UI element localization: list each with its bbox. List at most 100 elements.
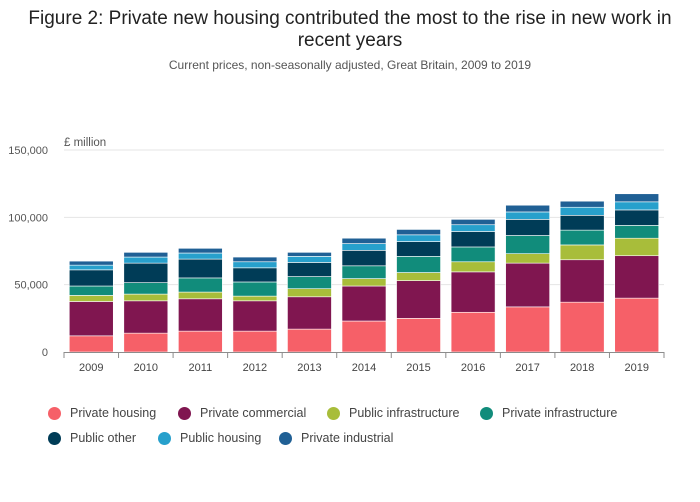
bar-segment-private-housing (341, 320, 387, 353)
legend-swatch (327, 406, 340, 420)
bar-segment-private-commercial (559, 259, 605, 303)
legend-label: Private housing (70, 406, 157, 420)
bar-segment-public-other (505, 219, 550, 236)
legend-item-private-industrial: Private industrial (279, 431, 393, 445)
bar-segment-private-housing (68, 335, 114, 353)
x-tick-label: 2017 (515, 362, 539, 374)
bar-segment-public-housing (341, 243, 387, 251)
x-tick-label: 2010 (134, 362, 158, 374)
bar-segment-public-housing (614, 201, 660, 211)
bar-segment-public-other (178, 258, 223, 279)
bar-segment-private-commercial (178, 298, 223, 332)
bar-segment-private-infrastructure (68, 285, 114, 296)
bar-segment-private-commercial (287, 296, 332, 330)
bar-segment-private-housing (396, 318, 441, 353)
legend-label: Public housing (180, 431, 262, 445)
bar-segment-private-infrastructure (559, 229, 605, 246)
bar-stack-2013 (287, 252, 332, 353)
bar-segment-private-infrastructure (614, 225, 660, 239)
bar-segment-private-industrial (178, 248, 223, 254)
bar-segment-private-industrial (396, 229, 441, 236)
legend-item-private-infrastructure: Private infrastructure (480, 406, 617, 420)
x-tick-label: 2014 (352, 362, 376, 374)
legend-label: Private industrial (301, 431, 394, 445)
bar-segment-private-housing (614, 297, 660, 353)
bar-segment-public-housing (559, 206, 605, 216)
legend-item-public-infrastructure: Public infrastructure (327, 406, 459, 420)
legend-label: Private infrastructure (502, 406, 618, 420)
bar-segment-public-infrastructure (396, 272, 441, 281)
legend-swatch (279, 431, 292, 445)
bar-segment-public-infrastructure (559, 244, 605, 261)
bar-segment-public-infrastructure (505, 253, 550, 264)
bar-segment-private-industrial (341, 237, 387, 244)
y-axis-label: £ million (64, 137, 106, 149)
bar-stack-2015 (396, 229, 441, 353)
legend-item-public-other: Public other (48, 431, 136, 445)
bar-segment-private-commercial (123, 300, 169, 334)
bar-segment-public-housing (450, 224, 496, 232)
bar-segment-public-other (396, 241, 441, 257)
chart-plot: 0 50,000 100,000 150,000 £ million 2009 2010… (8, 137, 665, 374)
bar-segment-private-infrastructure (505, 235, 550, 254)
x-tick-label: 2019 (624, 362, 648, 374)
bar-segment-public-housing (123, 256, 169, 264)
bar-segment-public-other (559, 215, 605, 231)
bar-segment-public-infrastructure (614, 237, 660, 257)
legend-swatch (480, 406, 493, 420)
y-tick-label: 0 (42, 347, 48, 359)
x-axis: 2009 2010 2011 2012 2013 2014 2015 2016 2017 2018… (63, 352, 665, 374)
bar-segment-private-housing (287, 328, 332, 353)
bar-segment-public-other (450, 231, 496, 248)
bar-segment-public-housing (232, 261, 278, 269)
legend-swatch (48, 431, 61, 445)
bar-segment-public-other (123, 262, 169, 283)
chart-title: Figure 2: Private new housing contribute… (28, 8, 672, 51)
x-tick-label: 2013 (297, 362, 321, 374)
bar-segment-private-commercial (232, 300, 278, 332)
bar-stack-2014 (341, 237, 387, 353)
bar-segment-private-commercial (505, 262, 550, 308)
bar-segment-public-housing (396, 234, 441, 242)
y-tick-label: 50,000 (14, 280, 48, 292)
bar-segment-private-infrastructure (396, 256, 441, 273)
bar-segment-private-commercial (396, 280, 441, 319)
legend-label: Private commercial (200, 406, 307, 420)
legend-swatch (178, 406, 191, 420)
bar-stack-2011 (178, 248, 223, 353)
bar-segment-private-commercial (450, 271, 496, 313)
legend-label: Public other (70, 431, 137, 445)
bar-segment-public-infrastructure (232, 295, 278, 302)
bar-segment-private-industrial (559, 200, 605, 208)
bar-segment-private-industrial (505, 204, 550, 213)
bar-segment-private-industrial (614, 193, 660, 203)
legend-swatch (158, 431, 171, 445)
x-tick-label: 2016 (461, 362, 485, 374)
legend-label: Public infrastructure (349, 406, 460, 420)
legend-item-public-housing: Public housing (158, 431, 261, 445)
bar-segment-public-infrastructure (123, 293, 169, 302)
chart-subtitle: Current prices, non-seasonally adjusted,… (168, 58, 532, 72)
bar-segment-private-infrastructure (341, 265, 387, 279)
x-tick-label: 2012 (243, 362, 267, 374)
bar-segment-private-housing (559, 301, 605, 353)
x-tick-label: 2015 (406, 362, 430, 374)
bar-segment-private-infrastructure (287, 276, 332, 290)
y-tick-label: 100,000 (8, 212, 48, 224)
bar-segment-private-housing (123, 332, 169, 353)
x-tick-label: 2018 (570, 362, 594, 374)
bar-segment-private-industrial (232, 256, 278, 263)
bar-stacks (68, 193, 660, 353)
bar-segment-private-housing (505, 306, 550, 353)
bar-segment-private-housing (232, 330, 278, 353)
bar-segment-private-infrastructure (450, 246, 496, 263)
legend-item-private-housing: Private housing (48, 406, 156, 420)
legend-swatch (48, 406, 61, 420)
bar-segment-private-commercial (341, 285, 387, 322)
bar-stack-2010 (123, 252, 169, 353)
y-tick-label: 150,000 (8, 145, 48, 157)
bar-stack-2017 (505, 204, 550, 353)
bar-segment-private-industrial (287, 252, 332, 257)
x-tick-label: 2011 (189, 362, 213, 374)
